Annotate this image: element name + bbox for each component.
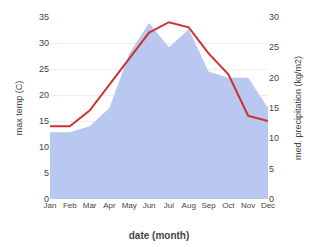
svg-text:5: 5 <box>44 168 49 178</box>
svg-text:Jun: Jun <box>143 201 156 210</box>
svg-text:med. precipitation (kg/m2): med. precipitation (kg/m2) <box>293 56 303 160</box>
svg-text:Jan: Jan <box>44 201 57 210</box>
svg-text:Sep: Sep <box>201 201 216 210</box>
svg-text:10: 10 <box>39 142 49 152</box>
svg-text:30: 30 <box>39 38 49 48</box>
svg-text:25: 25 <box>39 64 49 74</box>
svg-text:20: 20 <box>39 90 49 100</box>
svg-text:15: 15 <box>269 103 279 113</box>
svg-text:35: 35 <box>39 12 49 22</box>
svg-text:Jul: Jul <box>164 201 174 210</box>
svg-text:25: 25 <box>269 42 279 52</box>
svg-text:date (month): date (month) <box>129 230 190 241</box>
svg-text:Mar: Mar <box>83 201 97 210</box>
svg-text:May: May <box>122 201 137 210</box>
svg-text:15: 15 <box>39 116 49 126</box>
svg-text:20: 20 <box>269 73 279 83</box>
svg-text:Nov: Nov <box>241 201 255 210</box>
svg-text:10: 10 <box>269 133 279 143</box>
svg-text:0: 0 <box>269 194 274 204</box>
svg-text:Dec: Dec <box>261 201 275 210</box>
svg-text:5: 5 <box>269 164 274 174</box>
svg-text:Aug: Aug <box>182 201 196 210</box>
svg-text:max temp (C): max temp (C) <box>14 81 24 136</box>
svg-text:Apr: Apr <box>103 201 116 210</box>
svg-text:Oct: Oct <box>222 201 235 210</box>
svg-text:30: 30 <box>269 12 279 22</box>
svg-text:Feb: Feb <box>63 201 77 210</box>
svg-text:0: 0 <box>44 194 49 204</box>
